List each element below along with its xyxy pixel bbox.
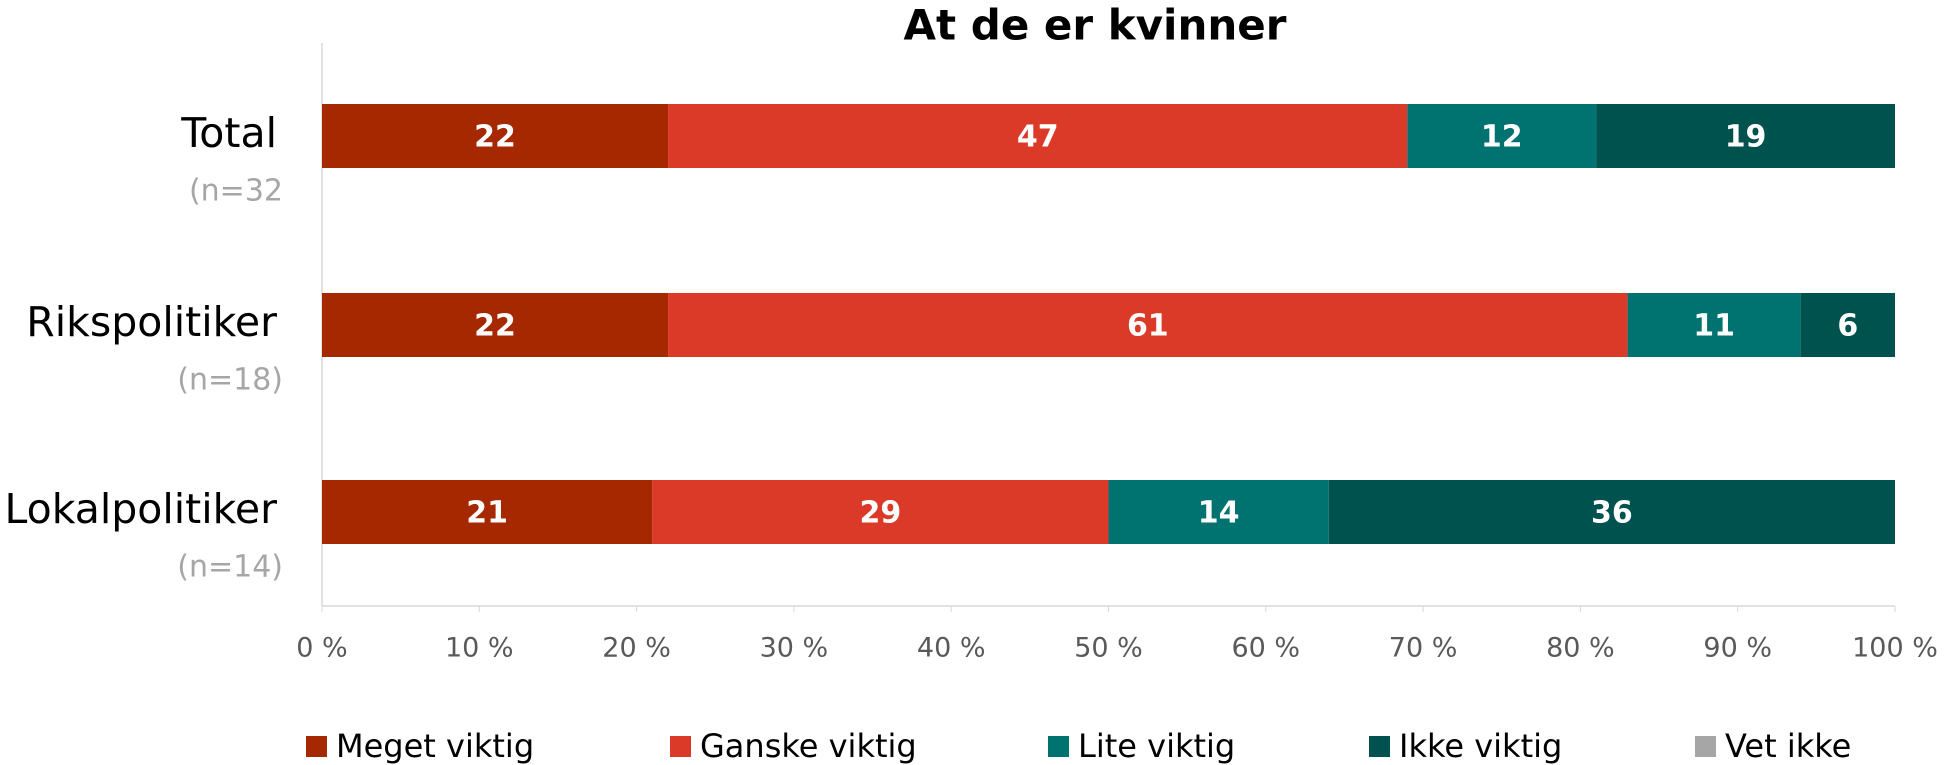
category-note: (n=32 bbox=[189, 174, 283, 209]
category-label: Rikspolitiker bbox=[26, 298, 277, 346]
x-tick-label: 40 % bbox=[917, 633, 986, 664]
x-tick-label: 100 % bbox=[1852, 633, 1938, 664]
x-tick-label: 50 % bbox=[1074, 633, 1143, 664]
legend-swatch bbox=[670, 736, 691, 757]
data-label: 6 bbox=[1837, 309, 1858, 344]
data-label: 14 bbox=[1198, 496, 1240, 531]
legend-label: Meget viktig bbox=[336, 727, 534, 765]
legend-swatch bbox=[306, 736, 327, 757]
category-note: (n=14) bbox=[177, 550, 283, 585]
bar-segment bbox=[322, 293, 669, 357]
legend-label: Ganske viktig bbox=[700, 727, 917, 765]
data-label: 11 bbox=[1693, 309, 1735, 344]
legend-label: Lite viktig bbox=[1078, 727, 1235, 765]
category-note: (n=18) bbox=[177, 363, 283, 398]
bar-segment bbox=[1596, 104, 1895, 168]
data-label: 22 bbox=[474, 120, 516, 155]
data-label: 47 bbox=[1017, 120, 1059, 155]
bar-segment bbox=[652, 480, 1109, 544]
data-label: 19 bbox=[1725, 120, 1767, 155]
x-tick-label: 70 % bbox=[1389, 633, 1458, 664]
data-label: 22 bbox=[474, 309, 516, 344]
legend-swatch bbox=[1695, 736, 1716, 757]
x-tick-label: 90 % bbox=[1703, 633, 1772, 664]
bar-segment bbox=[668, 293, 1628, 357]
bar-segment bbox=[668, 104, 1408, 168]
legend-swatch bbox=[1369, 736, 1390, 757]
bar-segment bbox=[322, 480, 653, 544]
bar-segment bbox=[1407, 104, 1597, 168]
bar-segment bbox=[1800, 293, 1895, 357]
data-label: 12 bbox=[1481, 120, 1523, 155]
data-label: 61 bbox=[1127, 309, 1169, 344]
bar-segment bbox=[1108, 480, 1329, 544]
legend-label: Ikke viktig bbox=[1399, 727, 1562, 765]
category-label: Lokalpolitiker bbox=[5, 485, 278, 533]
x-tick-label: 30 % bbox=[760, 633, 829, 664]
chart-title: At de er kvinner bbox=[904, 1, 1287, 50]
bar-segment bbox=[1627, 293, 1801, 357]
x-tick-label: 10 % bbox=[445, 633, 514, 664]
bar-segment bbox=[322, 104, 669, 168]
data-label: 21 bbox=[466, 496, 508, 531]
x-tick-label: 80 % bbox=[1546, 633, 1615, 664]
bar-segment bbox=[1328, 480, 1895, 544]
x-tick-label: 20 % bbox=[602, 633, 671, 664]
x-tick-label: 60 % bbox=[1231, 633, 1300, 664]
legend-swatch bbox=[1048, 736, 1069, 757]
category-label: Total bbox=[180, 109, 277, 157]
data-label: 36 bbox=[1591, 496, 1633, 531]
x-tick-label: 0 % bbox=[296, 633, 347, 664]
data-label: 29 bbox=[860, 496, 902, 531]
legend-label: Vet ikke bbox=[1725, 727, 1851, 765]
